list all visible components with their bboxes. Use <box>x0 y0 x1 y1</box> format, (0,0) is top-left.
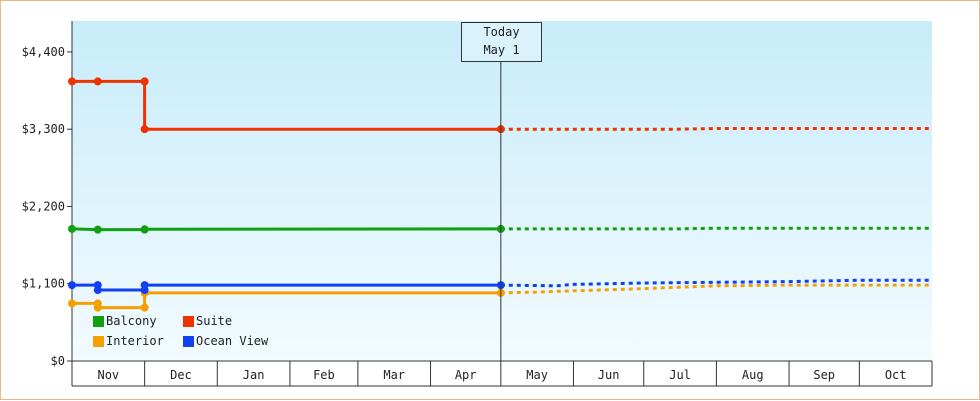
y-tick-label: $4,400 <box>22 45 65 59</box>
legend-swatch <box>93 335 104 347</box>
x-tick-label: Dec <box>170 368 192 382</box>
y-tick-label: $3,300 <box>22 122 65 136</box>
data-point-suite <box>68 77 76 86</box>
x-tick-label: Oct <box>885 368 907 382</box>
legend-label: Interior <box>106 334 164 348</box>
data-point-interior <box>68 299 76 308</box>
legend-item-suite: Suite <box>183 313 232 329</box>
legend-label: Suite <box>196 314 233 328</box>
data-point-ocean-view <box>68 281 76 290</box>
x-tick-label: Sep <box>813 368 835 382</box>
legend-swatch <box>93 315 104 327</box>
legend-label: Balcony <box>106 314 157 328</box>
x-tick-label: Nov <box>97 368 119 382</box>
series-layer <box>68 77 932 312</box>
y-tick-label: $0 <box>51 354 65 368</box>
legend-label: Ocean View <box>196 334 269 348</box>
series-forecast-balcony <box>500 226 932 231</box>
data-point-interior <box>140 303 149 312</box>
today-marker-label: Today May 1 <box>461 22 542 62</box>
legend-item-ocean-view: Ocean View <box>183 333 268 349</box>
series-forecast-suite <box>500 127 932 131</box>
data-point-balcony <box>140 225 149 234</box>
series-forecast-interior <box>500 283 932 295</box>
data-point-suite <box>140 125 149 134</box>
y-tick-label: $2,200 <box>22 199 65 213</box>
x-tick-label: Jul <box>669 368 691 382</box>
x-tick-label: Apr <box>455 368 477 382</box>
legend-swatch <box>183 315 194 327</box>
y-tick-label: $1,100 <box>22 277 65 291</box>
series-line-ocean-view <box>72 283 501 292</box>
today-label: Today <box>483 25 520 39</box>
y-axis: $0 $1,100 $2,200 $3,300 $4,400 <box>22 21 73 368</box>
data-point-suite <box>140 77 149 86</box>
x-tick-label: Feb <box>313 368 335 382</box>
x-tick-label: Aug <box>742 368 764 382</box>
data-point-suite <box>93 77 102 86</box>
x-tick-label: May <box>526 368 548 382</box>
legend-item-interior: Interior <box>93 333 164 349</box>
legend-item-balcony: Balcony <box>93 313 157 329</box>
data-point-balcony <box>68 224 76 233</box>
x-tick-label: Jan <box>243 368 265 382</box>
data-point-balcony <box>93 225 102 234</box>
series-forecast-ocean-view <box>500 278 932 288</box>
legend-swatch <box>183 335 194 347</box>
legend: Balcony Suite Interior Ocean View <box>93 313 293 353</box>
plot-background <box>72 21 932 361</box>
data-point-ocean-view <box>140 281 149 290</box>
data-point-interior <box>93 303 102 312</box>
x-tick-label: Mar <box>383 368 405 382</box>
x-axis: Nov Dec Jan Feb Mar Apr May Jun Jul Aug Sep Oct <box>71 360 933 387</box>
series-line-balcony <box>71 227 501 232</box>
data-point-ocean-view <box>93 286 102 295</box>
today-date-label: May 1 <box>483 43 520 57</box>
series-line-interior <box>72 291 501 310</box>
x-tick-label: Jun <box>598 368 620 382</box>
